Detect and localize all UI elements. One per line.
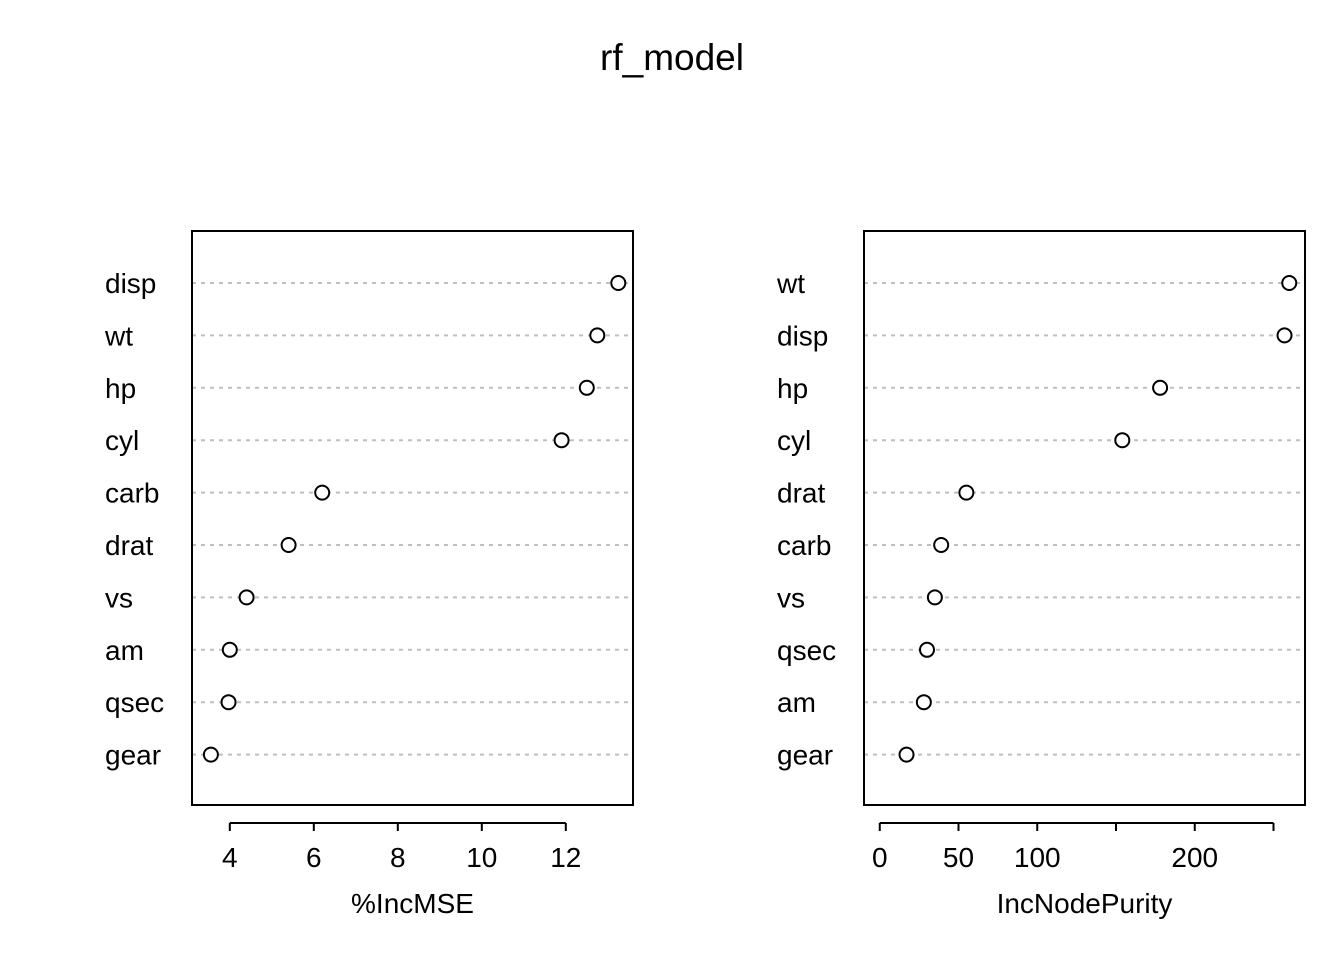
category-label: vs (777, 582, 805, 613)
data-point-qsec (919, 641, 935, 658)
data-point-disp (610, 275, 627, 291)
panel-incmse: disp wt hp cyl carb drat vs am qsec gear 4 6 8 10 12 %I… (104, 230, 634, 919)
category-label: am (777, 687, 816, 718)
x-tick-label: 100 (1014, 842, 1061, 873)
data-point-am (221, 641, 238, 658)
category-label: wt (776, 268, 805, 299)
data-point-drat (280, 537, 297, 553)
data-point-gear (202, 746, 219, 763)
data-point-qsec (220, 694, 237, 711)
data-point-gear (898, 746, 915, 763)
plot-frame (191, 230, 634, 806)
category-label: hp (777, 373, 808, 404)
category-label: drat (105, 530, 153, 561)
panel-incnodepurity: wt disp hp cyl drat carb vs qsec am gear 0 50 100 200… (776, 230, 1306, 919)
x-tick-label: 4 (222, 842, 238, 873)
x-tick-label: 0 (872, 842, 888, 873)
category-label: gear (105, 740, 161, 771)
data-point-cyl (553, 432, 570, 449)
data-point-hp (1152, 379, 1169, 396)
data-point-carb (314, 484, 331, 501)
x-axis-title: IncNodePurity (997, 888, 1173, 919)
category-label: vs (105, 582, 133, 613)
chart-title: rf_model (600, 37, 744, 78)
category-label: hp (105, 373, 136, 404)
x-tick-label: 12 (550, 842, 581, 873)
category-label: cyl (777, 425, 811, 456)
data-point-wt (1281, 275, 1298, 291)
data-point-am (915, 694, 932, 711)
x-tick-label: 6 (306, 842, 322, 873)
data-point-wt (589, 327, 606, 344)
plot-frame (863, 230, 1306, 806)
category-label: qsec (777, 635, 836, 666)
x-tick-label: 10 (466, 842, 497, 873)
category-label: qsec (105, 687, 164, 718)
category-label: disp (105, 268, 156, 299)
data-point-drat (958, 484, 975, 501)
category-label: carb (777, 530, 831, 561)
category-label: cyl (105, 425, 139, 456)
data-point-cyl (1114, 432, 1131, 449)
data-point-disp (1276, 327, 1293, 344)
category-label: gear (777, 740, 833, 771)
data-point-hp (578, 379, 595, 396)
data-point-vs (926, 589, 943, 606)
category-label: disp (777, 320, 828, 351)
data-point-vs (238, 589, 255, 606)
category-label: wt (104, 320, 133, 351)
category-label: carb (105, 478, 159, 509)
data-point-carb (933, 537, 950, 553)
x-axis-title: %IncMSE (351, 888, 474, 919)
category-label: drat (777, 478, 825, 509)
x-tick-label: 8 (390, 842, 406, 873)
category-label: am (105, 635, 144, 666)
x-tick-label: 200 (1171, 842, 1218, 873)
x-tick-label: 50 (943, 842, 974, 873)
